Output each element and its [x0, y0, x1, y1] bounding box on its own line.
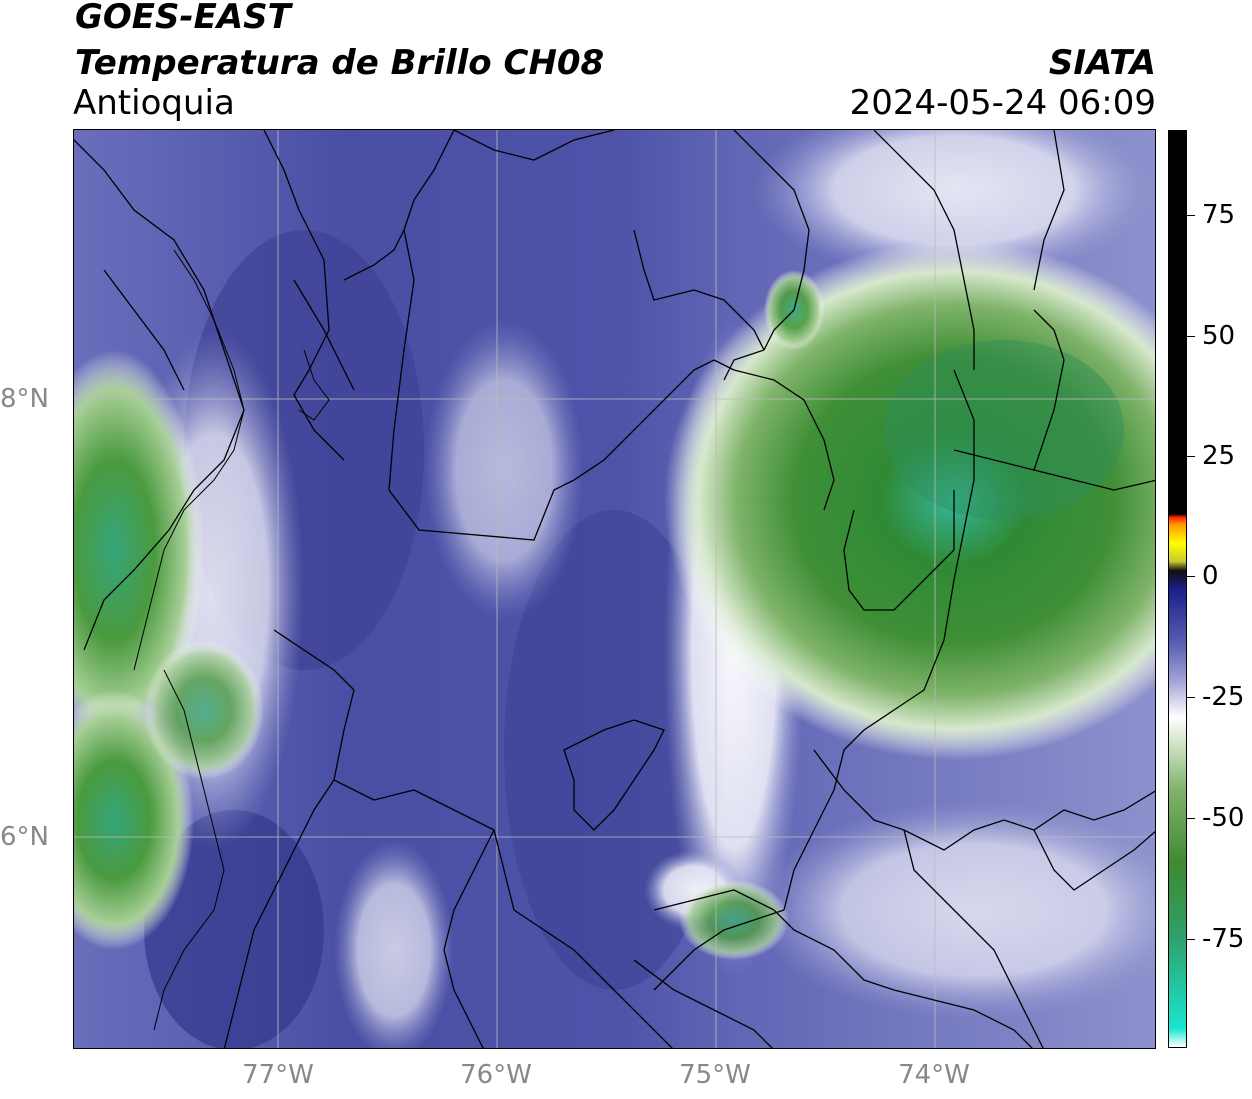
cold-core-southwest	[144, 810, 324, 1048]
colorbar-label: -25	[1202, 682, 1245, 712]
colorbar-label: 25	[1202, 441, 1236, 471]
lat-label-8n: 8°N	[0, 384, 49, 414]
convection-west-mid	[144, 640, 264, 780]
graticule	[74, 130, 1155, 1048]
warm-band-north	[424, 320, 584, 620]
convection-south	[679, 880, 789, 960]
lon-label-74w: 74°W	[898, 1060, 970, 1090]
colorbar-tick	[1187, 336, 1195, 337]
lat-label-6n: 6°N	[0, 822, 49, 852]
colorbar-tick	[1187, 939, 1195, 940]
political-borders	[74, 130, 1155, 1048]
brightness-temperature-map	[74, 130, 1155, 1048]
warm-band-northeast	[754, 130, 1154, 280]
lon-label-77w: 77°W	[242, 1060, 314, 1090]
region-subtitle: Antioquia	[73, 83, 235, 123]
colorbar-tick	[1187, 215, 1195, 216]
storm-core	[884, 340, 1124, 520]
lon-label-76w: 76°W	[460, 1060, 532, 1090]
colorbar-label: 0	[1202, 561, 1219, 591]
colorbar-label: 50	[1202, 321, 1236, 351]
colorbar-tick	[1187, 576, 1195, 577]
datetime-label: 2024-05-24 06:09	[849, 83, 1156, 123]
map-panel[interactable]	[73, 129, 1156, 1049]
colorbar-tick	[1187, 697, 1195, 698]
convection-west-north	[74, 350, 204, 750]
organization-label: SIATA	[1048, 43, 1156, 83]
warm-band-south	[334, 840, 454, 1048]
colorbar-tick	[1187, 818, 1195, 819]
satellite-title: GOES-EAST	[75, 0, 291, 37]
colorbar-label: -50	[1202, 803, 1245, 833]
colorbar-label: 75	[1202, 200, 1236, 230]
coastline	[133, 249, 330, 1031]
product-title: Temperatura de Brillo CH08	[75, 43, 605, 83]
lon-label-75w: 75°W	[679, 1060, 751, 1090]
colorbar-label: -75	[1202, 924, 1245, 954]
storm-system	[664, 240, 1155, 760]
colorbar	[1168, 130, 1187, 1048]
colorbar-tick	[1187, 456, 1195, 457]
